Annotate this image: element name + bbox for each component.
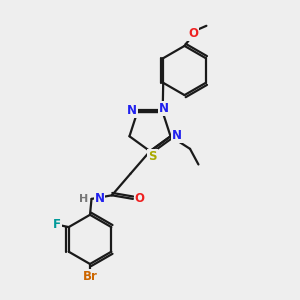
Text: N: N (94, 192, 104, 206)
Text: Br: Br (82, 270, 98, 283)
Text: S: S (148, 150, 157, 163)
Text: N: N (127, 104, 137, 117)
Text: H: H (79, 194, 88, 204)
Text: N: N (172, 129, 182, 142)
Text: O: O (188, 27, 198, 40)
Text: F: F (53, 218, 61, 231)
Text: N: N (159, 102, 169, 115)
Text: O: O (134, 192, 145, 206)
